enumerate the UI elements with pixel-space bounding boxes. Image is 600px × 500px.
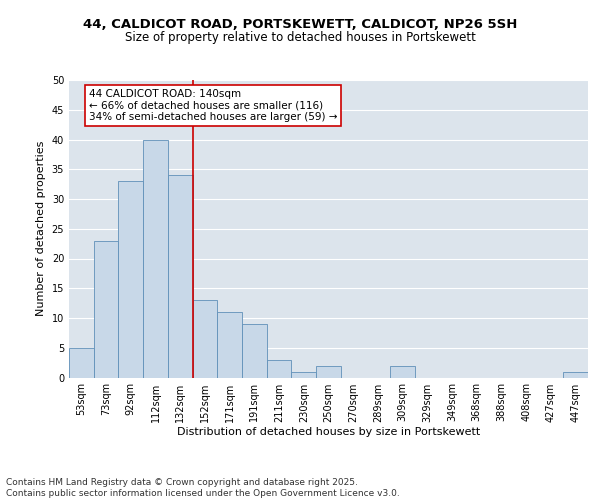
Bar <box>193 300 217 378</box>
Y-axis label: Number of detached properties: Number of detached properties <box>36 141 46 316</box>
Bar <box>217 312 242 378</box>
Bar <box>292 372 316 378</box>
Bar <box>168 175 193 378</box>
Text: 44, CALDICOT ROAD, PORTSKEWETT, CALDICOT, NP26 5SH: 44, CALDICOT ROAD, PORTSKEWETT, CALDICOT… <box>83 18 517 30</box>
Text: 44 CALDICOT ROAD: 140sqm
← 66% of detached houses are smaller (116)
34% of semi-: 44 CALDICOT ROAD: 140sqm ← 66% of detach… <box>89 89 337 122</box>
X-axis label: Distribution of detached houses by size in Portskewett: Distribution of detached houses by size … <box>177 428 480 438</box>
Bar <box>316 366 341 378</box>
Bar <box>94 240 118 378</box>
Text: Size of property relative to detached houses in Portskewett: Size of property relative to detached ho… <box>125 31 475 44</box>
Bar <box>242 324 267 378</box>
Bar <box>143 140 168 378</box>
Bar <box>390 366 415 378</box>
Text: Contains HM Land Registry data © Crown copyright and database right 2025.
Contai: Contains HM Land Registry data © Crown c… <box>6 478 400 498</box>
Bar <box>267 360 292 378</box>
Bar <box>563 372 588 378</box>
Bar <box>69 348 94 378</box>
Bar <box>118 181 143 378</box>
